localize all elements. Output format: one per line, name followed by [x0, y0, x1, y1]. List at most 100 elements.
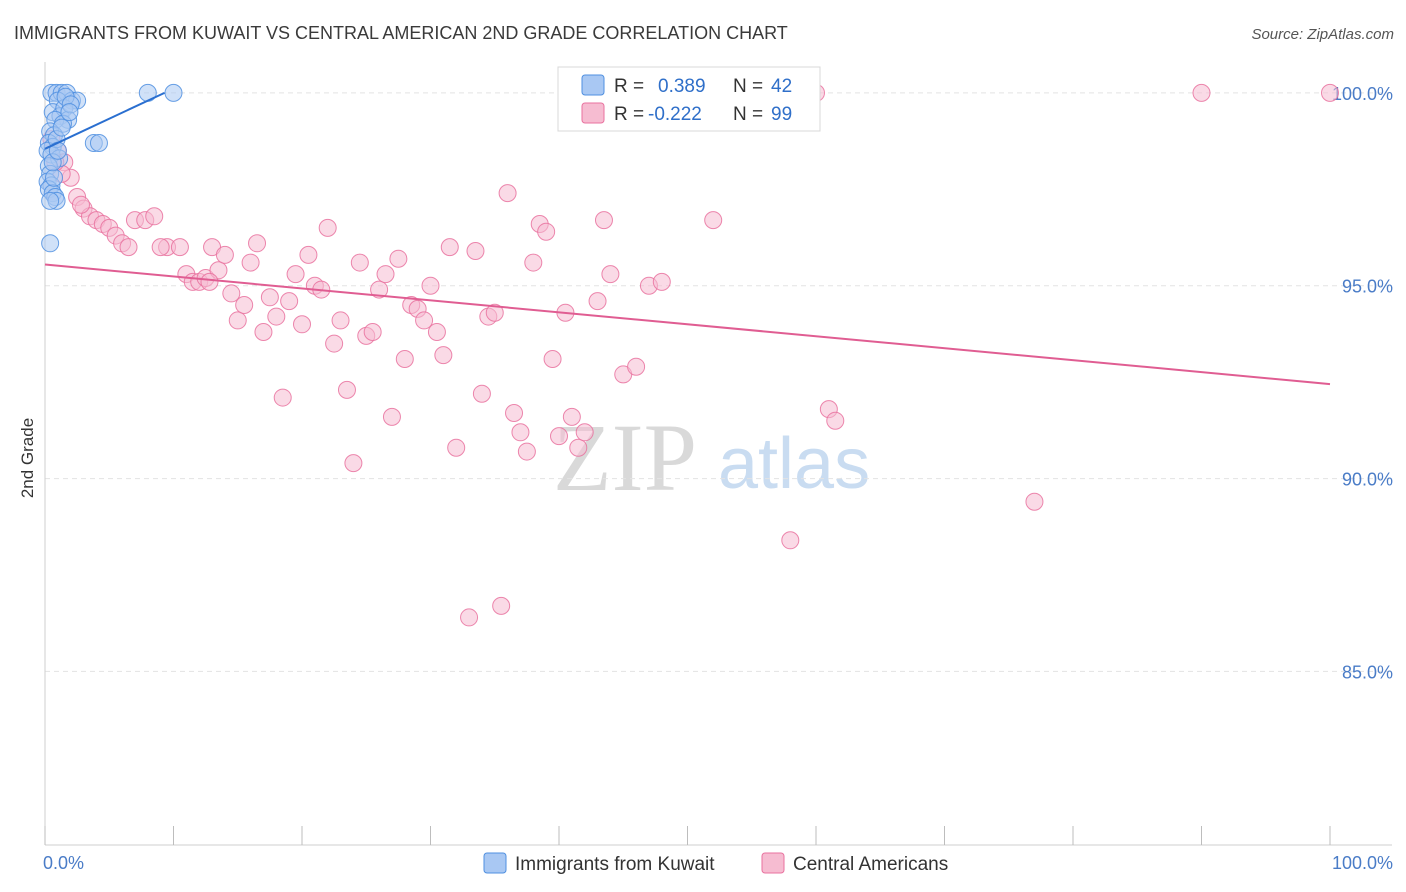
central-american-point — [267, 307, 286, 326]
chart-source: Source: ZipAtlas.com — [1251, 26, 1394, 43]
central-american-point — [273, 388, 292, 407]
central-american-point — [652, 272, 671, 291]
central-american-point — [254, 323, 273, 341]
central-american-point — [376, 265, 395, 284]
kuwait-point — [164, 83, 183, 102]
legend-swatch-pink — [581, 102, 605, 124]
legend-swatch-blue — [581, 74, 605, 96]
bottom-legend-label-pink: Central Americans — [793, 854, 948, 875]
central-american-point — [781, 531, 800, 550]
central-american-point — [395, 350, 414, 368]
central-american-point — [427, 323, 446, 341]
central-american-point — [350, 253, 369, 272]
central-american-point — [1321, 83, 1339, 102]
legend-r-label-pink: R = — [614, 104, 644, 125]
central-american-point — [119, 238, 138, 257]
central-american-point — [286, 265, 305, 284]
central-american-point — [415, 311, 434, 330]
central-american-trend-line — [44, 263, 1331, 386]
central-american-point — [517, 442, 536, 461]
central-american-point — [569, 438, 588, 457]
legend-r-value-blue: 0.389 — [658, 76, 706, 97]
kuwait-point — [41, 234, 60, 253]
data-points — [38, 83, 1339, 627]
y-tick-label: 95.0% — [1342, 277, 1393, 297]
kuwait-point — [60, 103, 79, 122]
legend-n-value-blue: 42 — [771, 76, 792, 97]
central-american-point — [331, 311, 350, 330]
central-american-point — [434, 346, 453, 365]
y-axis-title: 2nd Grade — [18, 418, 37, 498]
central-american-point — [466, 242, 485, 260]
central-american-point — [447, 438, 466, 457]
bottom-legend: Immigrants from Kuwait Central Americans — [483, 852, 948, 875]
central-american-point — [537, 222, 556, 241]
central-american-point — [337, 380, 356, 399]
central-american-point — [363, 323, 382, 341]
x-tick-label: 100.0% — [1332, 853, 1393, 873]
trend-lines — [44, 91, 1331, 386]
central-american-point — [235, 296, 254, 314]
central-american-point — [472, 384, 491, 403]
central-american-point — [318, 218, 337, 237]
central-american-point — [543, 350, 562, 368]
kuwait-trend-line — [44, 91, 165, 150]
central-american-point — [325, 334, 344, 353]
legend-n-label-blue: N = — [733, 76, 763, 97]
central-american-point — [594, 211, 613, 230]
central-american-point — [627, 357, 646, 376]
central-american-point — [460, 608, 479, 627]
central-american-point — [71, 195, 90, 214]
bottom-legend-swatch-pink — [761, 852, 785, 874]
central-american-point — [421, 276, 440, 295]
central-american-point — [370, 280, 389, 299]
central-american-point — [1192, 83, 1211, 102]
x-tick-label: 0.0% — [43, 853, 84, 873]
kuwait-point — [52, 118, 71, 137]
central-american-point — [1025, 492, 1044, 511]
legend-n-value-pink: 99 — [771, 104, 792, 125]
central-american-point — [200, 272, 219, 291]
central-american-point — [170, 238, 189, 257]
central-american-point — [151, 238, 170, 257]
legend-r-value-pink: -0.222 — [648, 104, 702, 125]
central-american-point — [299, 245, 318, 264]
central-american-point — [280, 292, 299, 311]
bottom-legend-label-blue: Immigrants from Kuwait — [515, 854, 715, 875]
central-american-point — [505, 404, 524, 422]
y-tick-label: 90.0% — [1342, 470, 1393, 490]
central-american-point — [241, 253, 260, 272]
central-american-point — [492, 596, 511, 615]
central-american-point — [440, 238, 459, 257]
legend-r-label-blue: R = — [614, 76, 644, 97]
central-american-point — [215, 245, 234, 264]
kuwait-point — [89, 134, 108, 152]
central-american-point — [344, 454, 363, 473]
central-american-point — [704, 211, 723, 230]
chart-title: IMMIGRANTS FROM KUWAIT VS CENTRAL AMERIC… — [14, 23, 788, 43]
central-american-point — [485, 303, 504, 322]
central-american-point — [145, 207, 164, 226]
central-american-point — [498, 184, 517, 203]
central-american-point — [222, 284, 241, 303]
watermark-atlas: atlas — [718, 424, 870, 504]
central-american-point — [601, 265, 620, 284]
watermark: ZIP atlas — [553, 404, 870, 511]
central-american-point — [511, 423, 530, 442]
central-american-point — [260, 288, 279, 307]
tick-labels: 100.0% 95.0% 90.0% 85.0% 0.0% 100.0% — [43, 84, 1393, 873]
central-american-point — [575, 423, 594, 442]
central-american-point — [562, 407, 581, 426]
central-american-point — [826, 411, 845, 430]
bottom-legend-swatch-blue — [483, 852, 507, 874]
central-american-point — [228, 311, 247, 330]
central-american-point — [550, 427, 568, 446]
central-american-point — [382, 407, 401, 426]
central-american-point — [293, 315, 311, 334]
central-american-point — [389, 249, 408, 268]
stats-legend: R = 0.389 N = 42 R = -0.222 N = 99 — [557, 66, 821, 132]
grid-lines — [45, 92, 1392, 672]
kuwait-point — [44, 168, 63, 187]
y-tick-label: 85.0% — [1342, 662, 1393, 682]
